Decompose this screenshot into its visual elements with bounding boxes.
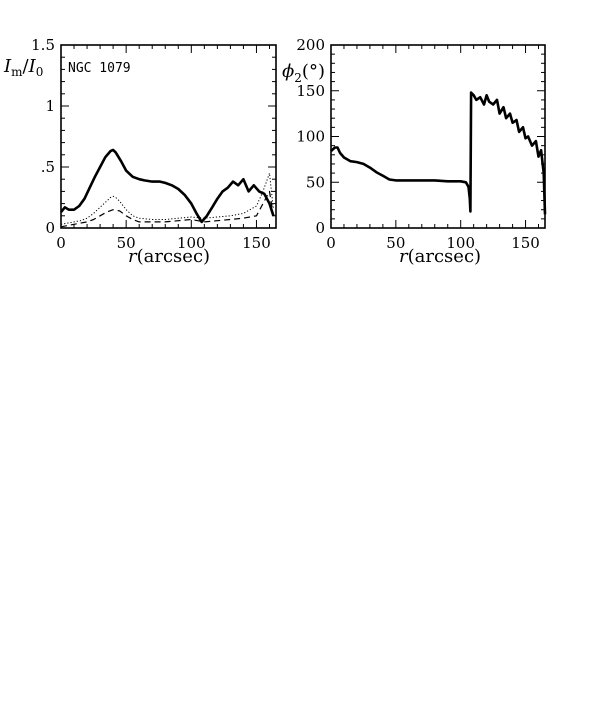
y-tick-label: 150 [296,82,325,100]
y-axis-label-left: Im/I0 [3,56,43,79]
x-tick-label: 50 [386,234,405,252]
x-tick-label: 100 [446,234,475,252]
y-tick-label: 0 [315,219,325,237]
x-tick-label: 0 [56,234,66,252]
y-tick-labels-right: 0 50 100 150 200 [296,36,325,237]
axis-ticks-right-panel [330,44,545,229]
y-tick-label: .5 [41,158,55,176]
series-group-right-panel [330,91,547,215]
series-line-dashed [60,190,274,228]
x-tick-labels-right: 0 50 100 150 [326,234,540,252]
y-tick-label: 1.5 [31,36,55,54]
x-tick-label: 0 [326,234,336,252]
series-line-thick-solid [330,91,547,215]
annotation-ngc-1079: NGC 1079 [68,61,131,76]
y-tick-labels-left: 0 .5 1 1.5 [31,36,55,237]
y-tick-label: 200 [296,36,325,54]
plot-frame-right [330,44,546,229]
y-tick-label: 50 [306,173,325,191]
y-tick-label: 1 [45,97,55,115]
x-tick-labels-left: 0 50 100 150 [56,234,271,252]
x-tick-label: 150 [511,234,540,252]
series-line-thick-solid [59,148,275,224]
y-axis-label-right: ϕ2(°) [282,61,325,85]
chart-panel-left: 0 50 100 150 0 .5 1 1.5 NGC 1079 Im/I0 r(arcse… [3,36,277,267]
x-axis-label-right: r(arcsec) [399,246,481,267]
x-axis-label-left: r(arcsec) [128,246,210,267]
series-group-left-panel [59,148,275,228]
chart-panel-right: 0 50 100 150 0 50 100 150 200 ϕ2(°) r(arcsec) [282,36,547,267]
y-tick-label: 100 [296,128,325,146]
series-line-dotted [60,172,274,225]
plot-frame-left [60,44,277,229]
x-tick-label: 100 [177,234,206,252]
x-tick-label: 50 [117,234,136,252]
y-tick-label: 0 [45,219,55,237]
x-tick-label: 150 [242,234,271,252]
